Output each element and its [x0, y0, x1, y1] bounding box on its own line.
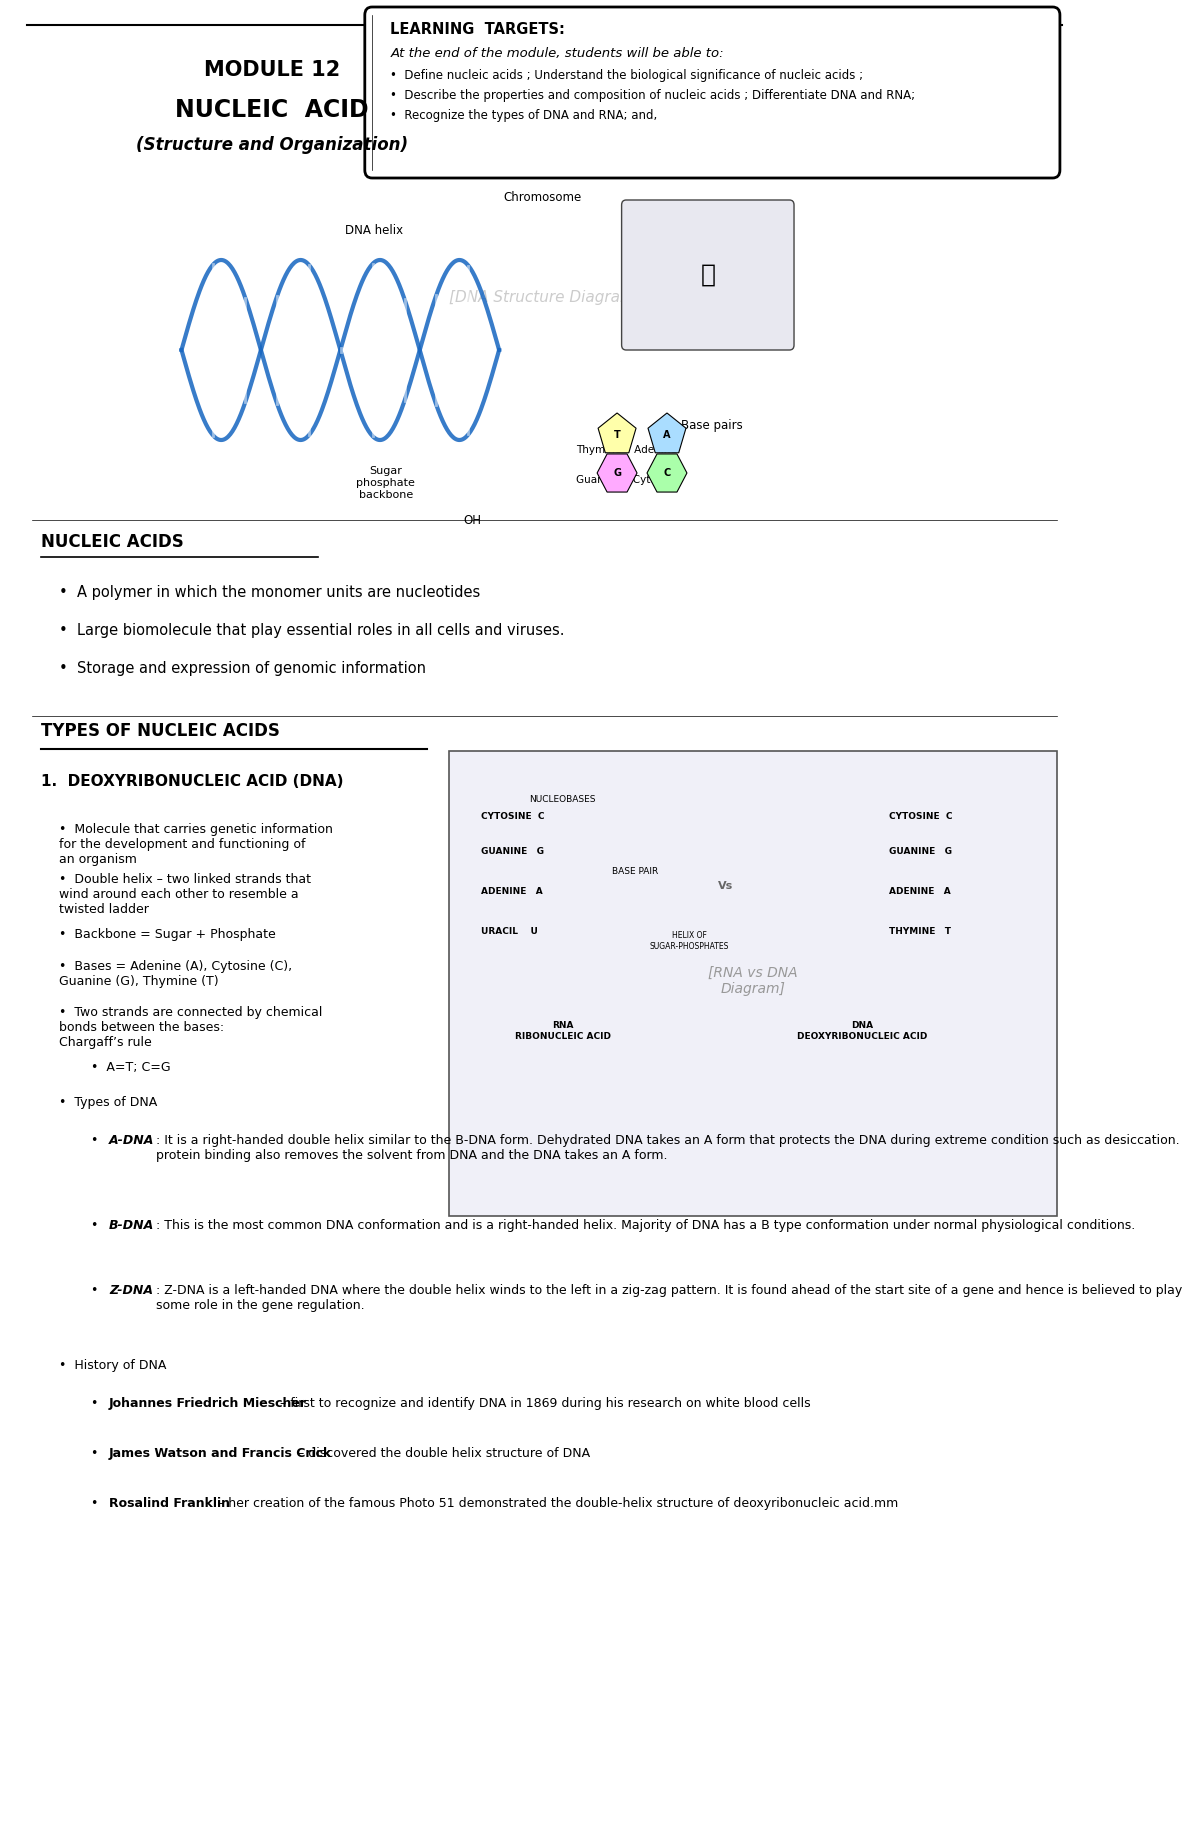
Text: •  Two strands are connected by chemical
bonds between the bases:
Chargaff’s rul: • Two strands are connected by chemical … — [59, 1006, 323, 1050]
Text: •  Molecule that carries genetic information
for the development and functioning: • Molecule that carries genetic informat… — [59, 824, 332, 866]
Text: A: A — [664, 429, 671, 440]
Text: CYTOSINE  C: CYTOSINE C — [481, 811, 545, 820]
Text: Sugar
phosphate
backbone: Sugar phosphate backbone — [356, 466, 415, 499]
Text: Nucleus   Cell: Nucleus Cell — [703, 308, 784, 321]
Text: GUANINE   G: GUANINE G — [481, 846, 544, 855]
Text: URACIL    U: URACIL U — [481, 927, 538, 936]
Text: •: • — [91, 1396, 106, 1409]
Polygon shape — [598, 413, 636, 453]
Text: C: C — [664, 468, 671, 477]
Text: : This is the most common DNA conformation and is a right-handed helix. Majority: : This is the most common DNA conformati… — [156, 1218, 1135, 1231]
Text: 1.  DEOXYRIBONUCLEIC ACID (DNA): 1. DEOXYRIBONUCLEIC ACID (DNA) — [41, 774, 343, 789]
Text: •  Large biomolecule that play essential roles in all cells and viruses.: • Large biomolecule that play essential … — [59, 622, 564, 637]
Text: DNA
DEOXYRIBONUCLEIC ACID: DNA DEOXYRIBONUCLEIC ACID — [797, 1022, 928, 1040]
FancyBboxPatch shape — [72, 180, 1016, 516]
Text: : Z-DNA is a left-handed DNA where the double helix winds to the left in a zig-z: : Z-DNA is a left-handed DNA where the d… — [156, 1284, 1182, 1312]
Text: •  Double helix – two linked strands that
wind around each other to resemble a
t: • Double helix – two linked strands that… — [59, 873, 311, 916]
Text: (Structure and Organization): (Structure and Organization) — [136, 136, 408, 154]
Text: – her creation of the famous Photo 51 demonstrated the double-helix structure of: – her creation of the famous Photo 51 de… — [214, 1497, 898, 1510]
Text: •: • — [91, 1497, 106, 1510]
Text: •: • — [91, 1284, 106, 1297]
Text: James Watson and Francis Crick: James Watson and Francis Crick — [109, 1448, 332, 1461]
Text: TYPES OF NUCLEIC ACIDS: TYPES OF NUCLEIC ACIDS — [41, 721, 280, 740]
Polygon shape — [598, 453, 637, 492]
Text: THYMINE   T: THYMINE T — [889, 927, 952, 936]
Text: Thymine    Adenine: Thymine Adenine — [576, 446, 677, 455]
Text: Base pairs: Base pairs — [680, 418, 743, 431]
Text: •  Recognize the types of DNA and RNA; and,: • Recognize the types of DNA and RNA; an… — [390, 108, 658, 121]
Text: G: G — [613, 468, 622, 477]
Text: DNA helix: DNA helix — [344, 224, 403, 237]
Text: BASE PAIR: BASE PAIR — [612, 866, 659, 875]
Text: •  A polymer in which the monomer units are nucleotides: • A polymer in which the monomer units a… — [59, 585, 480, 600]
Text: Johannes Friedrich Miescher: Johannes Friedrich Miescher — [109, 1396, 307, 1409]
Text: Guanine    Cytosine: Guanine Cytosine — [576, 475, 678, 484]
Text: •  A=T; C=G: • A=T; C=G — [91, 1061, 170, 1073]
Text: RNA
RIBONUCLEIC ACID: RNA RIBONUCLEIC ACID — [515, 1022, 611, 1040]
Text: •  History of DNA: • History of DNA — [59, 1360, 167, 1373]
FancyBboxPatch shape — [365, 7, 1060, 178]
Text: HELIX OF
SUGAR-PHOSPHATES: HELIX OF SUGAR-PHOSPHATES — [650, 932, 730, 951]
Text: NUCLEIC ACIDS: NUCLEIC ACIDS — [41, 532, 184, 550]
Text: A-DNA: A-DNA — [109, 1134, 155, 1147]
Text: At the end of the module, students will be able to:: At the end of the module, students will … — [390, 46, 724, 59]
Text: LEARNING  TARGETS:: LEARNING TARGETS: — [390, 22, 565, 37]
Text: Chromosome: Chromosome — [504, 191, 582, 204]
Text: Vs: Vs — [719, 881, 733, 892]
Text: [RNA vs DNA
Diagram]: [RNA vs DNA Diagram] — [708, 965, 798, 996]
Text: MODULE 12: MODULE 12 — [204, 61, 341, 81]
Text: T: T — [613, 429, 620, 440]
Text: Z-DNA: Z-DNA — [109, 1284, 152, 1297]
Text: ADENINE   A: ADENINE A — [889, 886, 952, 895]
Text: GUANINE   G: GUANINE G — [889, 846, 953, 855]
Text: •  Bases = Adenine (A), Cytosine (C),
Guanine (G), Thymine (T): • Bases = Adenine (A), Cytosine (C), Gua… — [59, 960, 292, 987]
Text: – discovered the double helix structure of DNA: – discovered the double helix structure … — [294, 1448, 590, 1461]
FancyBboxPatch shape — [622, 200, 794, 350]
Text: •  Describe the properties and composition of nucleic acids ; Differentiate DNA : • Describe the properties and compositio… — [390, 88, 916, 101]
Text: •: • — [91, 1448, 106, 1461]
Text: NUCLEIC  ACID: NUCLEIC ACID — [175, 97, 370, 121]
Text: OH: OH — [463, 514, 481, 527]
Text: : It is a right-handed double helix similar to the B-DNA form. Dehydrated DNA ta: : It is a right-handed double helix simi… — [156, 1134, 1180, 1162]
Text: •: • — [91, 1218, 106, 1231]
Text: NUCLEOBASES: NUCLEOBASES — [529, 795, 596, 804]
Text: •  Types of DNA: • Types of DNA — [59, 1095, 157, 1108]
FancyBboxPatch shape — [449, 751, 1057, 1217]
Text: •  Storage and expression of genomic information: • Storage and expression of genomic info… — [59, 661, 426, 675]
Polygon shape — [648, 413, 686, 453]
Text: Rosalind Franklin: Rosalind Franklin — [109, 1497, 230, 1510]
Text: •  Backbone = Sugar + Phosphate: • Backbone = Sugar + Phosphate — [59, 929, 276, 941]
Text: ADENINE   A: ADENINE A — [481, 886, 542, 895]
Text: – first to recognize and identify DNA in 1869 during his research on white blood: – first to recognize and identify DNA in… — [276, 1396, 810, 1409]
Text: •  Define nucleic acids ; Understand the biological significance of nucleic acid: • Define nucleic acids ; Understand the … — [390, 68, 863, 81]
Text: •: • — [91, 1134, 106, 1147]
Text: 🧬: 🧬 — [701, 262, 715, 286]
Text: CYTOSINE  C: CYTOSINE C — [889, 811, 953, 820]
Polygon shape — [647, 453, 686, 492]
Text: [DNA Structure Diagram]: [DNA Structure Diagram] — [449, 290, 641, 305]
Text: B-DNA: B-DNA — [109, 1218, 154, 1231]
